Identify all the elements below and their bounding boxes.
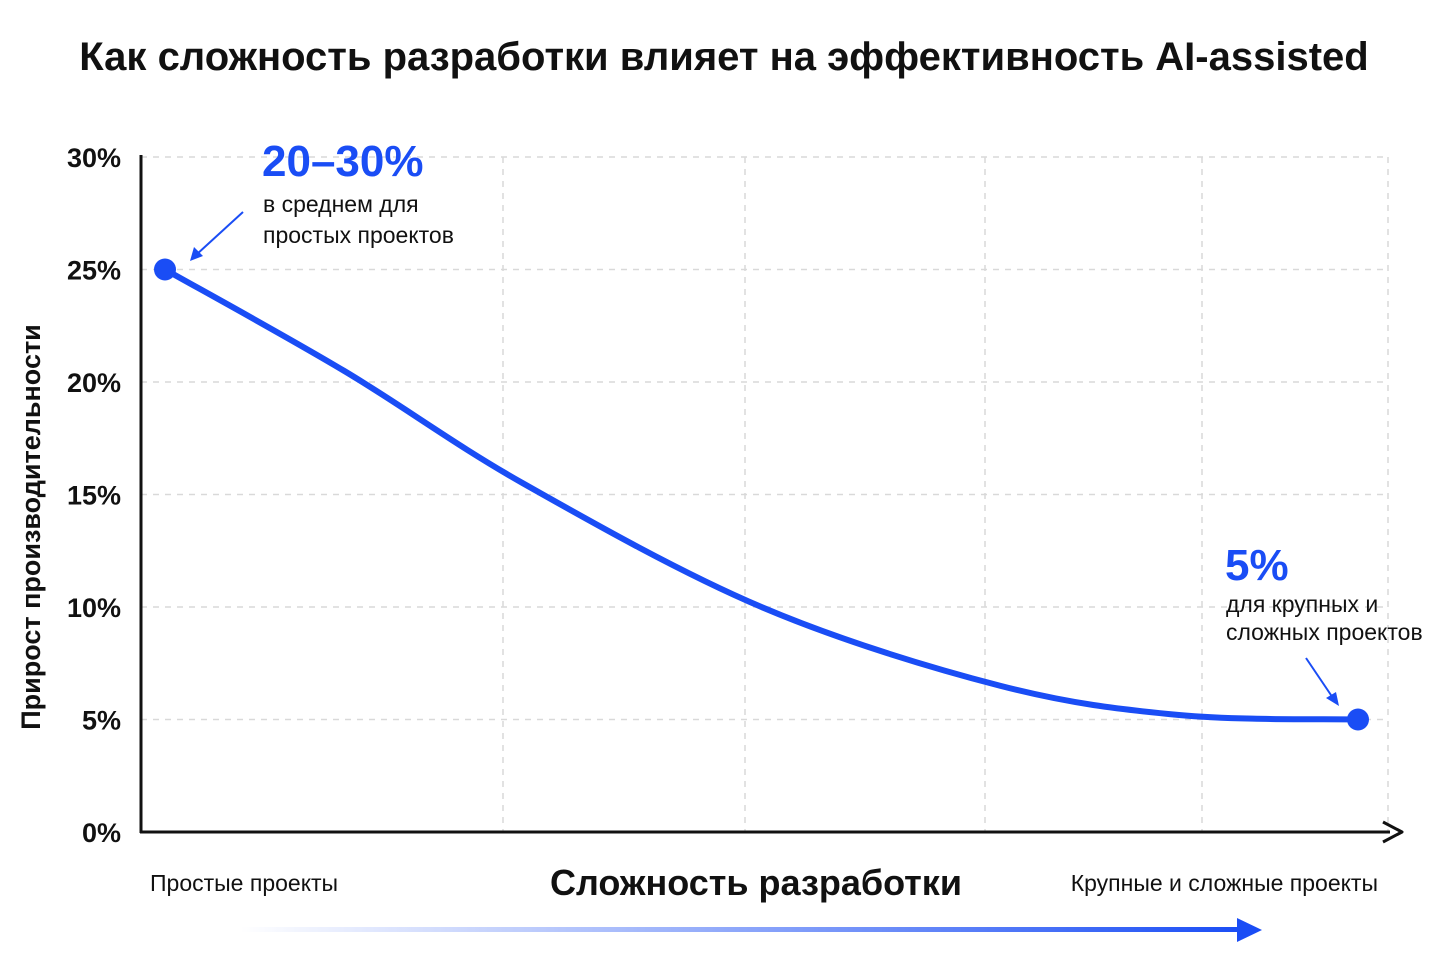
x-category-right: Крупные и сложные проекты	[1071, 870, 1378, 896]
y-axis-label: Прирост производительности	[16, 324, 46, 730]
y-tick-label: 0%	[82, 818, 121, 848]
annotation-complex-line2: сложных проектов	[1226, 619, 1423, 645]
y-tick-labels: 0% 5% 10% 15% 20% 25% 30%	[67, 143, 121, 848]
x-axis-label: Сложность разработки	[550, 862, 962, 903]
annotation-simple-arrowhead	[190, 247, 203, 261]
annotation-simple-arrow	[195, 211, 244, 256]
y-tick-label: 15%	[67, 481, 121, 511]
y-tick-label: 5%	[82, 706, 121, 736]
y-tick-label: 10%	[67, 593, 121, 623]
annotation-complex-line1: для крупных и	[1226, 591, 1378, 617]
annotation-complex-value: 5%	[1225, 541, 1289, 590]
grid	[141, 156, 1389, 832]
annotation-complex-arrowhead	[1326, 692, 1339, 706]
y-tick-label: 20%	[67, 368, 121, 398]
x-category-left: Простые проекты	[150, 870, 338, 896]
y-tick-label: 30%	[67, 143, 121, 173]
series-line	[162, 266, 1361, 723]
complexity-arrow-head	[1237, 918, 1262, 942]
data-point-end	[1347, 708, 1369, 731]
x-axis-arrowhead	[1382, 820, 1404, 844]
chart-title: Как сложность разработки влияет на эффек…	[79, 35, 1368, 79]
annotation-simple-line2: простых проектов	[263, 222, 454, 248]
annotation-simple-line1: в среднем для	[263, 191, 419, 217]
complexity-gradient-arrow	[240, 927, 1245, 932]
data-point-start	[154, 258, 176, 281]
annotation-complex-arrow	[1305, 657, 1334, 699]
y-tick-label: 25%	[67, 256, 121, 286]
annotation-simple-value: 20–30%	[262, 137, 423, 186]
